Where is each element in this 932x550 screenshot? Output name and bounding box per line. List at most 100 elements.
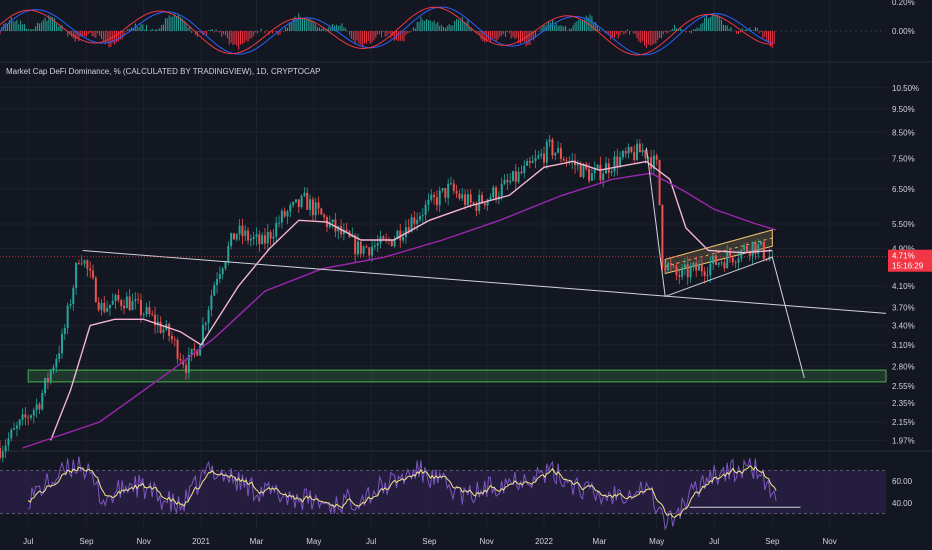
- candle: [599, 164, 602, 181]
- candle: [602, 173, 605, 181]
- candle: [139, 299, 142, 316]
- candle: [458, 193, 461, 199]
- price-tick-label: 4.90%: [892, 244, 915, 253]
- macd-tick-label: 0.00%: [892, 27, 915, 36]
- price-tick-label: 8.50%: [892, 128, 915, 137]
- candle: [610, 171, 613, 173]
- candle: [418, 216, 421, 220]
- candle: [249, 238, 252, 241]
- candle: [294, 199, 297, 203]
- candle: [320, 208, 323, 215]
- candle: [520, 171, 523, 174]
- candle: [24, 414, 27, 418]
- candle: [187, 354, 190, 373]
- candle: [475, 203, 478, 211]
- candle: [621, 151, 624, 158]
- candle: [751, 241, 754, 256]
- candle: [86, 260, 89, 269]
- candle: [13, 428, 16, 430]
- candle: [613, 156, 616, 172]
- candle: [650, 157, 653, 169]
- candle: [655, 155, 658, 160]
- price-panel: [0, 134, 887, 463]
- price-tick-label: 2.55%: [892, 382, 915, 391]
- candle: [38, 404, 41, 410]
- candle: [272, 236, 275, 239]
- candle: [678, 275, 681, 277]
- time-tick-label: Sep: [422, 537, 437, 546]
- candle: [466, 194, 469, 206]
- candle: [193, 348, 196, 351]
- candle: [196, 350, 199, 356]
- rsi-signal-line: [27, 465, 777, 518]
- time-tick-label: Sep: [765, 537, 780, 546]
- candle: [356, 241, 359, 255]
- candle: [416, 219, 419, 224]
- candle: [557, 148, 560, 153]
- candle: [734, 262, 737, 264]
- candle: [159, 321, 162, 333]
- candle: [731, 257, 734, 263]
- candle: [207, 309, 210, 323]
- candle: [283, 210, 286, 217]
- candle: [760, 241, 763, 245]
- candle: [218, 274, 221, 279]
- candle: [44, 378, 47, 394]
- candle: [199, 345, 202, 356]
- candle: [689, 267, 692, 278]
- candle: [55, 358, 58, 368]
- candle: [185, 364, 188, 373]
- candle: [120, 300, 123, 306]
- candle: [373, 245, 376, 247]
- price-tick-label: 2.80%: [892, 362, 915, 371]
- candle: [740, 249, 743, 259]
- candle: [464, 194, 467, 206]
- candle: [145, 307, 148, 315]
- candle: [495, 187, 498, 200]
- candle: [7, 438, 10, 446]
- candle: [72, 287, 75, 304]
- candle: [80, 263, 83, 265]
- candle: [526, 161, 529, 166]
- candle: [154, 314, 157, 326]
- candle: [672, 265, 675, 267]
- candle: [382, 236, 385, 239]
- time-tick-label: Mar: [250, 537, 264, 546]
- candle: [413, 217, 416, 224]
- price-tick-label: 7.50%: [892, 155, 915, 164]
- candle: [32, 410, 35, 416]
- candle: [27, 417, 30, 419]
- price-tick-label: 6.50%: [892, 185, 915, 194]
- candle: [46, 378, 49, 382]
- candle: [303, 192, 306, 196]
- candle: [548, 139, 551, 142]
- candle: [726, 251, 729, 269]
- candle: [201, 324, 204, 346]
- candle: [579, 163, 582, 177]
- time-tick-label: Sep: [79, 537, 94, 546]
- candle: [106, 307, 109, 312]
- candle: [103, 303, 106, 312]
- candle: [540, 153, 543, 156]
- candle: [354, 235, 357, 255]
- candle: [69, 303, 72, 306]
- trendline: [82, 250, 887, 314]
- candle: [210, 295, 213, 310]
- candle: [469, 194, 472, 203]
- candle: [433, 194, 436, 198]
- candle: [21, 414, 24, 420]
- candle: [238, 225, 241, 234]
- candle: [300, 195, 303, 208]
- candle: [142, 314, 145, 316]
- candle: [292, 202, 295, 206]
- candle: [376, 243, 379, 246]
- candle: [514, 171, 517, 182]
- candle: [275, 222, 278, 237]
- candle: [576, 163, 579, 166]
- candle: [252, 237, 255, 239]
- candle: [427, 199, 430, 205]
- candle: [537, 155, 540, 158]
- candle: [10, 429, 13, 439]
- candle: [255, 234, 258, 238]
- candle: [89, 268, 92, 271]
